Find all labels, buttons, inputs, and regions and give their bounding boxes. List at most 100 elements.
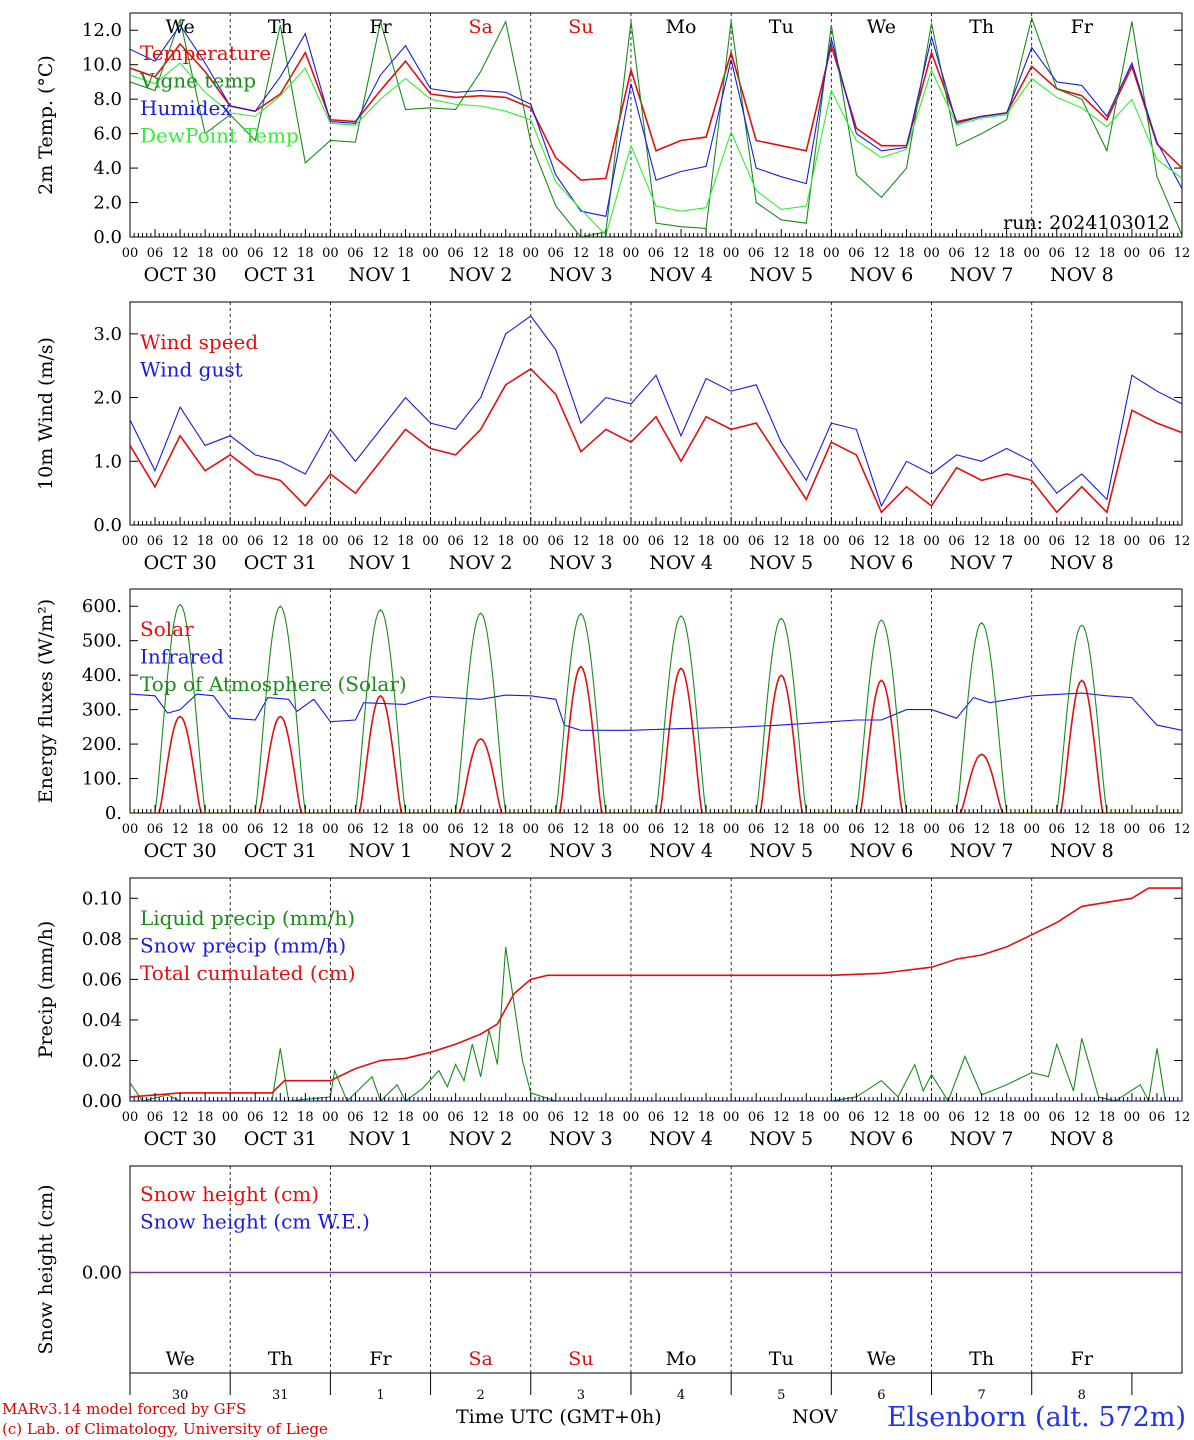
hour-tick-label: 00 [122,822,139,837]
date-label: NOV 8 [1050,1128,1114,1150]
time-axis-label: Time UTC (GMT+0h) [456,1406,662,1428]
date-label: NOV 8 [1050,840,1114,862]
day-number-label: 3 [577,1388,585,1400]
series-line-humidex [130,24,1182,217]
run-annotation: run: 2024103012 [1003,212,1170,234]
hour-tick-label: 00 [122,246,139,261]
hour-tick-label: 00 [1023,534,1040,549]
bottom-day-labels: We Th Fr Sa Su Mo Tu We Th Fr 30 31 1 2 3 4 5 6 7 8 [129,1348,1133,1400]
hour-tick-label: 12 [272,822,289,837]
weekday-label: Mo [666,1348,697,1370]
day-number-label: 7 [977,1388,985,1400]
date-label: NOV 5 [749,264,813,286]
date-label: NOV 7 [950,1128,1014,1150]
hour-tick-label: 12 [172,822,189,837]
y-axis-label: 10m Wind (m/s) [35,337,57,490]
hour-tick-label: 06 [1149,822,1166,837]
hour-tick-label: 00 [1023,246,1040,261]
panel-2-time-axis: 00 06 12 18 00 06 12 18 00 06 12 18 00 06 12 18 00 06 12 18… [122,805,1190,862]
hour-tick-label: 00 [823,534,840,549]
hour-tick-label: 18 [698,1110,715,1125]
hour-tick-label: 18 [798,1110,815,1125]
date-label: NOV 4 [649,1128,713,1150]
weekday-label: We [165,16,194,38]
date-label: OCT 31 [244,264,317,286]
hour-tick-label: 00 [823,1110,840,1125]
hour-tick-label: 06 [648,534,665,549]
hour-tick-label: 06 [748,534,765,549]
hour-tick-label: 18 [197,246,214,261]
series-line-liquid-precip-mm-h- [130,946,1182,1101]
hour-tick-label: 06 [948,822,965,837]
date-label: OCT 30 [144,264,217,286]
hour-tick-label: 12 [472,1110,489,1125]
hour-tick-label: 12 [1074,822,1091,837]
hour-tick-label: 00 [623,246,640,261]
hour-tick-label: 06 [247,246,264,261]
hour-tick-label: 00 [1124,1110,1141,1125]
hour-tick-label: 06 [1048,822,1065,837]
series-line-wind-gust [130,315,1182,508]
footer-lab-credit: (c) Lab. of Climatology, University of L… [2,1420,328,1438]
legend-entry: Solar [140,617,194,641]
y-tick-label: 0.0 [93,515,122,536]
hour-tick-label: 00 [923,1110,940,1125]
y-tick-label: 0.08 [82,929,122,950]
hour-tick-label: 00 [122,534,139,549]
hour-tick-label: 06 [447,822,464,837]
weekday-label: Th [969,16,994,38]
hour-tick-label: 12 [372,534,389,549]
hour-tick-label: 18 [898,534,915,549]
hour-tick-label: 12 [472,246,489,261]
hour-tick-label: 00 [1124,534,1141,549]
weekday-label: We [165,1348,194,1370]
hour-tick-label: 06 [848,534,865,549]
hour-tick-label: 18 [497,534,514,549]
hour-tick-label: 06 [948,534,965,549]
y-tick-label: 500. [82,631,122,652]
hour-tick-label: 06 [848,822,865,837]
hour-tick-label: 12 [272,534,289,549]
series-line-top-of-atmosphere-solar- [130,603,1182,813]
date-label: OCT 31 [244,1128,317,1150]
hour-tick-label: 00 [823,246,840,261]
hour-tick-label: 18 [998,1110,1015,1125]
hour-tick-label: 06 [848,1110,865,1125]
hour-tick-label: 06 [648,246,665,261]
panel-3: Precip (mm/h) 0.00 0.02 0.04 0.06 0.08 0.10 Liq… [35,877,1183,1112]
date-label: OCT 31 [244,552,317,574]
hour-tick-label: 06 [247,822,264,837]
y-tick-label: 6.0 [93,124,122,145]
hour-tick-label: 00 [522,534,539,549]
hour-tick-label: 18 [497,822,514,837]
date-label: NOV 6 [850,552,914,574]
day-number-label: 4 [677,1388,685,1400]
hour-tick-label: 06 [347,534,364,549]
hour-tick-label: 00 [222,246,239,261]
hour-tick-label: 00 [122,1110,139,1125]
hour-tick-label: 00 [1124,822,1141,837]
weekday-label: Fr [1071,16,1094,38]
hour-tick-label: 12 [873,822,890,837]
date-label: NOV 3 [549,840,613,862]
hour-tick-label: 18 [297,246,314,261]
date-label: NOV 4 [649,264,713,286]
station-name: Elsenborn (alt. 572m) [887,1402,1186,1433]
hour-tick-label: 18 [297,1110,314,1125]
y-tick-label: 8.0 [93,89,122,110]
hour-tick-label: 00 [422,246,439,261]
hour-tick-label: 06 [147,246,164,261]
date-label: NOV 4 [649,552,713,574]
hour-tick-label: 06 [748,822,765,837]
hour-tick-label: 06 [548,822,565,837]
date-label: NOV 2 [449,840,513,862]
hour-tick-label: 12 [272,246,289,261]
date-label: NOV 5 [749,840,813,862]
hour-tick-label: 18 [297,534,314,549]
weekday-label: Tu [769,16,794,38]
hour-tick-label: 00 [222,822,239,837]
legend-entry: Snow height (cm W.E.) [140,1210,370,1234]
day-number-label: 1 [376,1388,384,1400]
hour-tick-label: 12 [1074,1110,1091,1125]
hour-tick-label: 00 [823,822,840,837]
